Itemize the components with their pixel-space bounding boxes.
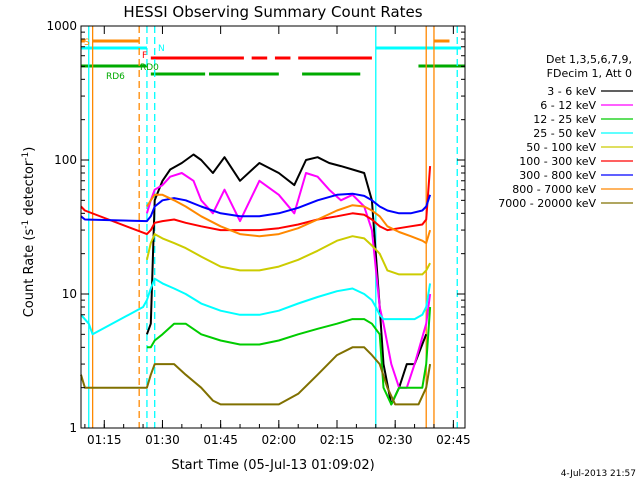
observing-flag-bars xyxy=(81,39,465,76)
chart-title: HESSI Observing Summary Count Rates xyxy=(123,3,422,21)
legend-label-2: 12 - 25 keV xyxy=(533,113,596,126)
x-axis-ticks: 01:15 01:30 01:45 02:00 02:15 02:30 02:45 xyxy=(84,26,471,447)
flag-label-f: F xyxy=(142,51,147,61)
y-axis-label-post: ) xyxy=(22,147,37,152)
legend-label-0: 3 - 6 keV xyxy=(547,85,596,98)
series-line-7 xyxy=(146,193,432,245)
legend-header-line-1: Det 1,3,5,6,7,9, xyxy=(546,53,632,66)
y-tick-label-1: 10 xyxy=(62,287,77,301)
flag-label-s: S xyxy=(84,38,90,48)
y-tick-label-2: 100 xyxy=(54,153,77,167)
y-axis-ticks: 1 10 100 1000 xyxy=(46,19,465,435)
legend-label-3: 25 - 50 keV xyxy=(533,127,596,140)
series-line-0 xyxy=(145,153,428,406)
plot-timestamp: 4-Jul-2013 21:57 xyxy=(561,469,636,479)
flag-label-rd6: RD6 xyxy=(106,72,125,82)
flag-label-n: N xyxy=(158,44,165,54)
series-line-3 xyxy=(80,277,432,336)
y-tick-label-0: 1 xyxy=(69,421,77,435)
legend-header-line-2: FDecim 1, Att 0 xyxy=(547,67,632,80)
x-tick-label-6: 02:45 xyxy=(436,433,471,447)
flag-label-rd0: RD0 xyxy=(140,63,159,73)
legend: Det 1,3,5,6,7,9, FDecim 1, Att 0 3 - 6 k… xyxy=(498,53,633,210)
count-rate-series xyxy=(80,153,432,406)
legend-label-1: 6 - 12 keV xyxy=(540,99,596,112)
series-line-2 xyxy=(146,306,432,406)
series-line-1 xyxy=(145,172,432,389)
legend-label-7: 800 - 7000 keV xyxy=(512,183,596,196)
vertical-markers xyxy=(88,26,458,428)
legend-label-4: 50 - 100 keV xyxy=(526,141,596,154)
x-tick-label-2: 01:45 xyxy=(203,433,238,447)
series-line-4 xyxy=(145,233,431,276)
y-tick-label-3: 1000 xyxy=(46,19,77,33)
series-line-6 xyxy=(80,192,432,223)
y-axis-label-mid: detector xyxy=(22,160,37,220)
x-axis-label: Start Time (05-Jul-13 01:09:02) xyxy=(171,458,374,473)
x-tick-label-1: 01:30 xyxy=(145,433,180,447)
y-axis-label-exp2: -1 xyxy=(21,152,31,161)
x-tick-label-4: 02:15 xyxy=(320,433,355,447)
series-line-8 xyxy=(80,346,432,406)
y-axis-label-exp1: -1 xyxy=(21,220,31,229)
legend-label-6: 300 - 800 keV xyxy=(519,169,596,182)
y-axis-label-pre: Count Rate (s xyxy=(22,229,37,318)
legend-label-5: 100 - 300 keV xyxy=(519,155,596,168)
legend-label-8: 7000 - 20000 keV xyxy=(498,197,596,210)
plot-frame xyxy=(80,25,466,429)
x-tick-label-3: 02:00 xyxy=(262,433,297,447)
series-line-5 xyxy=(80,166,432,236)
flag-labels: S N F RD0 RD6 xyxy=(84,38,165,82)
x-tick-label-0: 01:15 xyxy=(87,433,122,447)
x-tick-label-5: 02:30 xyxy=(378,433,413,447)
y-axis-label: Count Rate (s-1 detector-1) xyxy=(21,147,37,318)
